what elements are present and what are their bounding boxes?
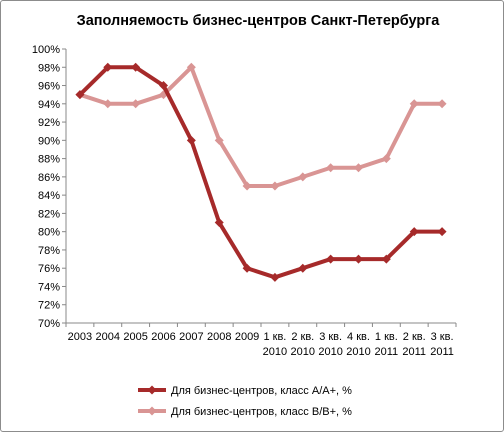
data-point	[381, 154, 391, 164]
data-point	[270, 181, 280, 191]
x-tick-label: 2 кв. 2010	[291, 331, 315, 358]
series-line	[77, 65, 445, 280]
y-tick-labels: 70% 72% 74% 76% 78% 80% 82% 84% 86% 88% 90% 92% 94% 9…	[32, 44, 66, 330]
x-tick-label: 1 кв. 2010	[263, 331, 287, 358]
series-2	[75, 62, 447, 191]
x-tick-label: 3 кв. 2010	[318, 331, 342, 358]
data-point	[437, 227, 447, 237]
data-point	[354, 254, 363, 264]
data-point	[103, 62, 113, 72]
data-point	[326, 254, 336, 264]
x-tick-label: 2009	[235, 331, 259, 343]
x-tick-label: 2006	[151, 331, 175, 343]
y-tick-label: 86%	[38, 172, 60, 184]
data-point	[131, 62, 141, 72]
data-point	[214, 218, 224, 228]
y-tick-label: 76%	[38, 263, 60, 275]
y-tick-label: 96%	[38, 81, 60, 93]
series-layer	[75, 62, 447, 282]
data-point	[409, 99, 419, 109]
y-tick-label: 90%	[38, 135, 60, 147]
legend: Для бизнес-центров, класс А/А+, % Для биз…	[138, 385, 352, 418]
data-point	[159, 81, 168, 91]
y-tick-label: 92%	[38, 117, 60, 129]
y-tick-label: 84%	[38, 190, 60, 202]
y-tick-label: 82%	[38, 208, 60, 220]
data-point	[131, 99, 141, 109]
y-tick-label: 88%	[38, 154, 60, 166]
data-point	[103, 99, 113, 109]
x-tick-label: 2004	[96, 331, 120, 343]
y-tick-label: 100%	[32, 44, 60, 56]
series-line	[77, 65, 445, 188]
chart-title: Заполняемость бизнес-центров Санкт-Петер…	[77, 13, 441, 29]
data-point	[354, 163, 363, 173]
data-point	[186, 62, 196, 72]
y-tick-label: 98%	[38, 62, 60, 74]
x-tick-label: 2 кв. 2011	[402, 331, 426, 358]
y-tick-label: 78%	[38, 245, 60, 257]
y-tick-label: 74%	[38, 281, 60, 293]
data-point	[242, 181, 252, 191]
legend-swatch-marker	[147, 385, 157, 395]
legend-swatch-marker	[147, 406, 157, 416]
data-point	[298, 263, 308, 273]
x-tick-label: 2005	[123, 331, 147, 343]
x-tick-label: 4 кв. 2010	[346, 331, 370, 358]
data-point	[186, 135, 196, 145]
data-point	[270, 272, 280, 282]
x-tick-label: 2007	[179, 331, 203, 343]
data-point	[242, 263, 252, 273]
legend-label: Для бизнес-центров, класс А/А+, %	[171, 385, 352, 397]
data-point	[437, 99, 447, 109]
x-tick-label: 3 кв. 2011	[430, 331, 454, 358]
x-tick-label: 2008	[207, 331, 231, 343]
y-tick-label: 72%	[38, 300, 60, 312]
y-tick-label: 70%	[38, 318, 60, 330]
x-tick-label: 1 кв. 2011	[375, 331, 399, 358]
series-1	[75, 62, 447, 282]
y-tick-label: 80%	[38, 227, 60, 239]
data-point	[381, 254, 391, 264]
data-point	[214, 135, 224, 145]
data-point	[298, 172, 308, 182]
x-tick-label: 2003	[68, 331, 92, 343]
legend-label: Для бизнес-центров, класс В/В+, %	[171, 406, 352, 418]
data-point	[75, 90, 85, 100]
legend-item-1: Для бизнес-центров, класс А/А+, %	[138, 385, 352, 397]
data-point	[326, 163, 336, 173]
legend-item-2: Для бизнес-центров, класс В/В+, %	[138, 406, 352, 418]
y-tick-label: 94%	[38, 99, 60, 111]
data-point	[409, 227, 419, 237]
